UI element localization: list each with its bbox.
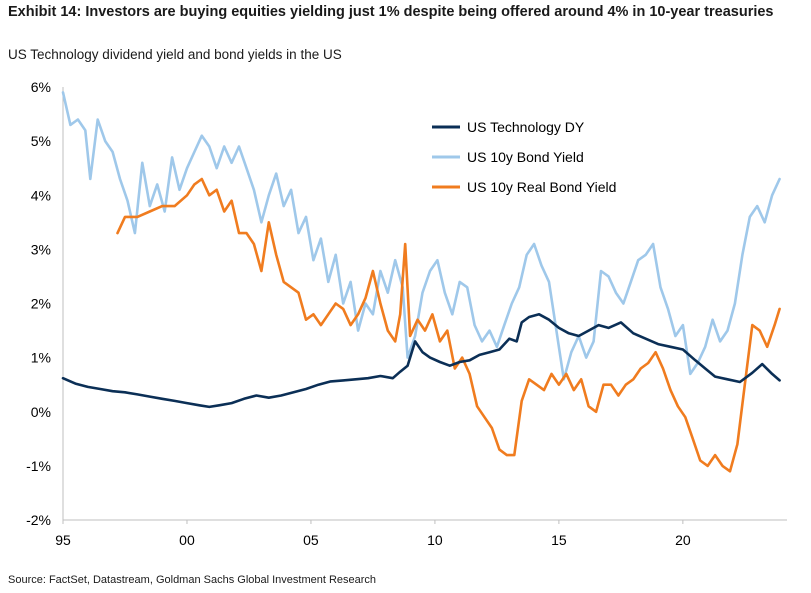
- x-tick-label: 00: [179, 532, 195, 548]
- y-tick-label: 2%: [31, 296, 51, 312]
- legend-label: US Technology DY: [467, 119, 585, 135]
- chart-axes: -2% -1% 0% 1% 2% 3% 4% 5% 6% 95 00 05 10 15 20: [26, 79, 787, 548]
- chart-legend: US Technology DY US 10y Bond Yield US 10y …: [432, 119, 616, 195]
- chart-subtitle: US Technology dividend yield and bond yi…: [8, 47, 342, 62]
- x-tick-label: 95: [55, 532, 71, 548]
- source-note: Source: FactSet, Datastream, Goldman Sac…: [8, 574, 377, 586]
- y-tick-label: -1%: [26, 458, 51, 474]
- series-line-us-10y-real-bond-yield: [116, 177, 781, 473]
- y-tick-label: 6%: [31, 79, 51, 95]
- series-line-us-technology-dy: [61, 313, 781, 409]
- line-chart: -2% -1% 0% 1% 2% 3% 4% 5% 6% 95 00 05 10 15 20 US Tech…: [26, 79, 787, 548]
- exhibit-title: Exhibit 14: Investors are buying equitie…: [8, 4, 774, 20]
- y-tick-label: 4%: [31, 187, 51, 203]
- x-tick-label: 10: [427, 532, 443, 548]
- chart-series: [61, 91, 781, 473]
- legend-label: US 10y Bond Yield: [467, 149, 584, 165]
- x-tick-label: 15: [551, 532, 567, 548]
- y-tick-label: 3%: [31, 241, 51, 257]
- legend-label: US 10y Real Bond Yield: [467, 179, 616, 195]
- y-tick-label: -2%: [26, 512, 51, 528]
- y-tick-label: 1%: [31, 350, 51, 366]
- x-tick-label: 05: [303, 532, 319, 548]
- y-tick-label: 5%: [31, 133, 51, 149]
- y-tick-label: 0%: [31, 404, 51, 420]
- series-line-us-10y-bond-yield: [61, 91, 781, 381]
- x-tick-label: 20: [675, 532, 691, 548]
